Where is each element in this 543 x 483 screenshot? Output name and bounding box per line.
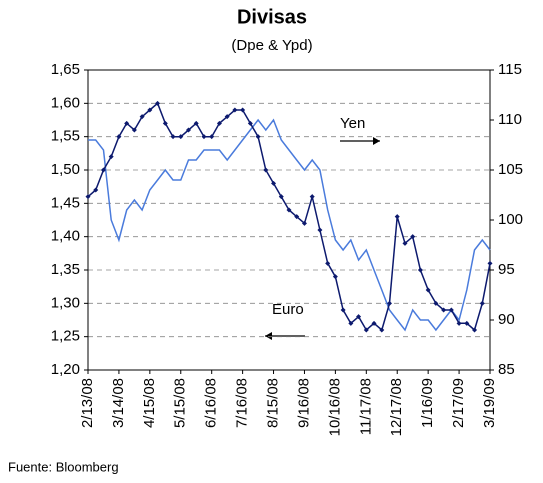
marker [441, 307, 447, 313]
marker [116, 134, 122, 140]
marker [340, 307, 346, 313]
x-tick-label: 5/15/08 [172, 378, 189, 428]
marker [108, 154, 114, 160]
marker [232, 107, 238, 113]
marker [193, 120, 199, 126]
y-tick-label: 1,40 [51, 228, 80, 245]
marker [379, 327, 385, 333]
marker [448, 307, 454, 313]
series-line [88, 118, 491, 332]
x-tick-label: 3/14/08 [110, 378, 127, 428]
y-tick-label: 1,35 [51, 261, 80, 278]
marker [155, 100, 161, 106]
y2-tick-label: 115 [498, 61, 522, 78]
y2-tick-label: 100 [498, 211, 523, 228]
marker [487, 260, 493, 266]
marker [356, 314, 362, 320]
marker [456, 320, 462, 326]
marker [348, 320, 354, 326]
marker [240, 107, 246, 113]
y-tick-label: 1,50 [51, 161, 80, 178]
marker [278, 194, 284, 200]
marker [325, 260, 331, 266]
y-tick-label: 1,20 [51, 361, 80, 378]
plot-frame [87, 69, 491, 371]
y2-tick-label: 105 [498, 161, 523, 178]
marker [162, 120, 168, 126]
y2-tick-label: 95 [498, 261, 515, 278]
marker [170, 134, 176, 140]
source: Fuente: Bloomberg [8, 459, 119, 474]
marker [216, 120, 222, 126]
marker [224, 114, 230, 120]
x-tick-label: 2/13/08 [79, 378, 96, 428]
arrow-head [373, 137, 380, 145]
x-tick-label: 10/16/08 [326, 378, 343, 436]
marker [263, 167, 269, 173]
marker [85, 194, 91, 200]
y-tick-label: 1,25 [51, 328, 80, 345]
x-tick-label: 6/16/08 [203, 378, 220, 428]
x-tick-label: 12/17/08 [388, 378, 405, 436]
marker [100, 167, 106, 173]
marker [402, 240, 408, 246]
y-tick-label: 1,30 [51, 294, 80, 311]
y-tick-label: 1,45 [51, 194, 80, 211]
marker [186, 127, 191, 133]
marker [371, 320, 377, 326]
marker [472, 327, 478, 333]
marker [124, 120, 130, 126]
x-tick-label: 7/16/08 [234, 378, 251, 428]
marker [479, 300, 485, 306]
marker [286, 207, 292, 213]
x-tick-label: 9/16/08 [295, 378, 312, 428]
marker [209, 134, 215, 140]
chart-subtitle: (Dpe & Ypd) [231, 37, 312, 54]
marker [464, 320, 470, 326]
y-tick-label: 1,55 [51, 128, 80, 145]
x-tick-label: 4/15/08 [141, 378, 158, 428]
y2-tick-label: 85 [498, 361, 515, 378]
marker [433, 300, 439, 306]
annotation: Euro [272, 301, 304, 318]
marker [271, 180, 277, 186]
marker [255, 134, 261, 140]
marker [417, 267, 423, 273]
marker [147, 107, 153, 113]
marker [332, 274, 338, 280]
marker [93, 187, 99, 193]
marker [139, 114, 145, 120]
series-line [87, 102, 491, 332]
marker [178, 134, 184, 140]
x-tick-label: 11/17/08 [357, 378, 374, 435]
y2-tick-label: 110 [498, 111, 522, 128]
x-tick-label: 1/16/09 [419, 378, 436, 428]
arrow-head [265, 332, 272, 340]
y2-tick-label: 90 [498, 311, 515, 328]
marker [247, 120, 253, 126]
marker [131, 127, 137, 133]
annotation: Yen [340, 115, 365, 132]
marker [394, 214, 400, 220]
marker [309, 194, 315, 200]
marker [201, 134, 207, 140]
x-tick-label: 3/19/09 [481, 378, 498, 428]
x-tick-label: 2/17/09 [450, 378, 467, 428]
y-tick-label: 1,60 [51, 94, 80, 111]
marker [387, 300, 392, 306]
x-tick-label: 8/15/08 [265, 378, 282, 428]
marker [410, 234, 416, 240]
marker [301, 220, 307, 226]
chart-title: Divisas [237, 6, 307, 28]
marker [317, 227, 323, 233]
y-tick-label: 1,65 [51, 61, 80, 78]
marker [425, 287, 431, 293]
marker [294, 214, 300, 220]
marker [363, 327, 369, 333]
